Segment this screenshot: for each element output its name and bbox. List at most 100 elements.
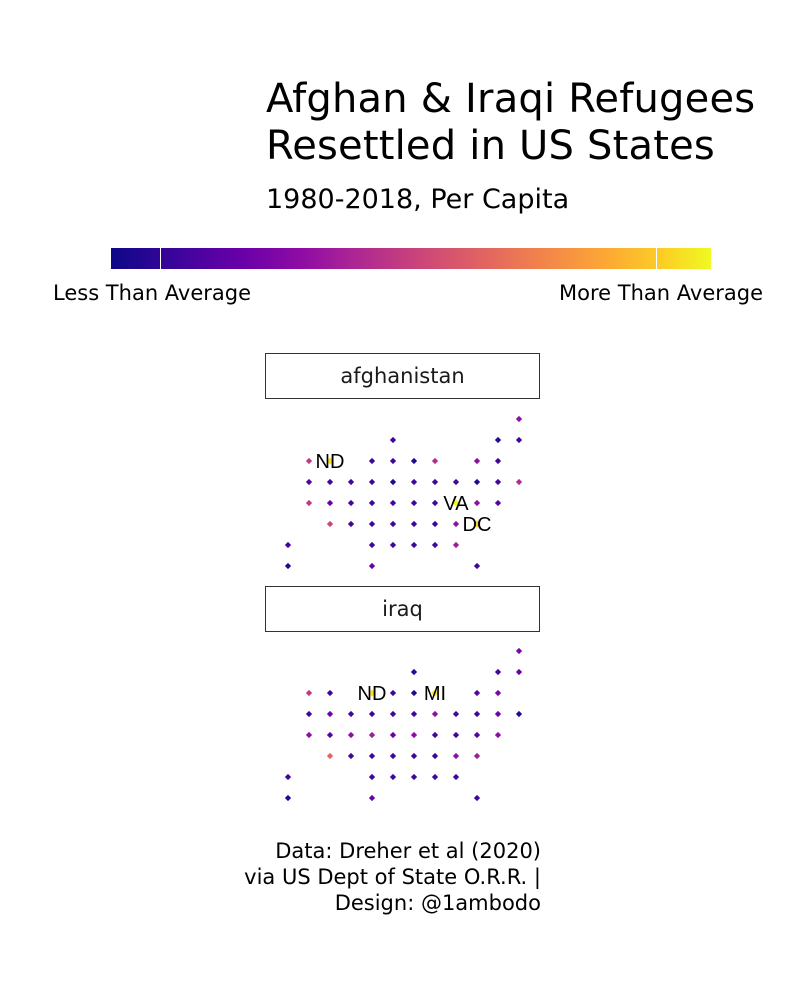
state-tile [389, 689, 397, 697]
state-tile [326, 731, 334, 739]
state-tile [284, 541, 292, 549]
state-tile [410, 731, 418, 739]
state-tile [284, 794, 292, 802]
state-tile [305, 710, 313, 718]
state-tile [410, 520, 418, 528]
state-tile [431, 752, 439, 760]
source-caption: Data: Dreher et al (2020) via US Dept of… [244, 838, 541, 916]
state-tile [431, 520, 439, 528]
state-tile [389, 541, 397, 549]
facet-strip-iraq: iraq [265, 586, 540, 632]
state-label: DC [463, 514, 492, 536]
state-tile [284, 562, 292, 570]
state-label: ND [316, 451, 345, 473]
state-tile [410, 499, 418, 507]
state-tile [368, 478, 376, 486]
state-tile [431, 773, 439, 781]
state-tile [431, 457, 439, 465]
state-tile [515, 647, 523, 655]
state-tile [494, 478, 502, 486]
chart-title: Afghan & Iraqi Refugees Resettled in US … [266, 76, 755, 170]
state-tile [347, 731, 355, 739]
state-tile [494, 457, 502, 465]
caption-line-1: Data: Dreher et al (2020) [275, 839, 541, 863]
state-label: VA [443, 493, 469, 515]
title-line-2: Resettled in US States [266, 123, 715, 169]
state-tile [389, 731, 397, 739]
state-tile [452, 478, 460, 486]
state-tile [368, 457, 376, 465]
state-tile [473, 731, 481, 739]
colorbar-tick [160, 248, 161, 269]
state-tile [368, 541, 376, 549]
colorbar-tick [656, 248, 657, 269]
state-tile [305, 457, 313, 465]
state-tile [410, 478, 418, 486]
state-tile [389, 478, 397, 486]
state-tile [389, 710, 397, 718]
state-tile [326, 499, 334, 507]
state-label: MI [424, 683, 446, 705]
state-tile [473, 752, 481, 760]
legend-high-label: More Than Average [559, 281, 763, 305]
legend-low-label: Less Than Average [53, 281, 252, 305]
facet-strip-afghanistan: afghanistan [265, 353, 540, 399]
state-tile [431, 731, 439, 739]
state-tile [473, 457, 481, 465]
state-tile [389, 752, 397, 760]
state-tile [473, 710, 481, 718]
state-tile [410, 457, 418, 465]
state-tile [347, 478, 355, 486]
state-tile [326, 457, 334, 465]
state-tile [389, 499, 397, 507]
state-tile [326, 710, 334, 718]
state-tile [347, 520, 355, 528]
state-tile [305, 499, 313, 507]
state-tile [515, 710, 523, 718]
caption-line-2: via US Dept of State O.R.R. | [244, 865, 541, 889]
state-tile [284, 773, 292, 781]
state-tile [410, 541, 418, 549]
state-tile [473, 499, 481, 507]
state-tile [368, 499, 376, 507]
title-line-1: Afghan & Iraqi Refugees [266, 76, 756, 122]
state-tile [473, 689, 481, 697]
state-tile [494, 689, 502, 697]
state-tile [389, 520, 397, 528]
state-tile [473, 562, 481, 570]
state-tile [452, 773, 460, 781]
state-tile [368, 731, 376, 739]
state-tile [494, 499, 502, 507]
state-tile [326, 520, 334, 528]
state-tile [368, 710, 376, 718]
state-tile [305, 689, 313, 697]
state-tile [410, 773, 418, 781]
state-tile [410, 752, 418, 760]
state-tile [452, 752, 460, 760]
state-tile [368, 752, 376, 760]
state-tile [452, 499, 460, 507]
state-tile [431, 710, 439, 718]
state-tile [431, 541, 439, 549]
state-tile [410, 689, 418, 697]
iraq-tile-map: ND MI [284, 647, 523, 802]
state-tile [410, 668, 418, 676]
state-tile [473, 478, 481, 486]
state-tile [368, 562, 376, 570]
state-tile [347, 499, 355, 507]
state-tile [368, 520, 376, 528]
state-tile [431, 499, 439, 507]
state-tile [410, 710, 418, 718]
state-tile [452, 541, 460, 549]
state-tile [515, 668, 523, 676]
state-tile [389, 457, 397, 465]
state-tile [326, 752, 334, 760]
state-tile [326, 689, 334, 697]
state-tile [305, 731, 313, 739]
state-tile [305, 478, 313, 486]
state-tile [389, 436, 397, 444]
state-tile [494, 731, 502, 739]
state-tile [326, 478, 334, 486]
state-tile [368, 773, 376, 781]
